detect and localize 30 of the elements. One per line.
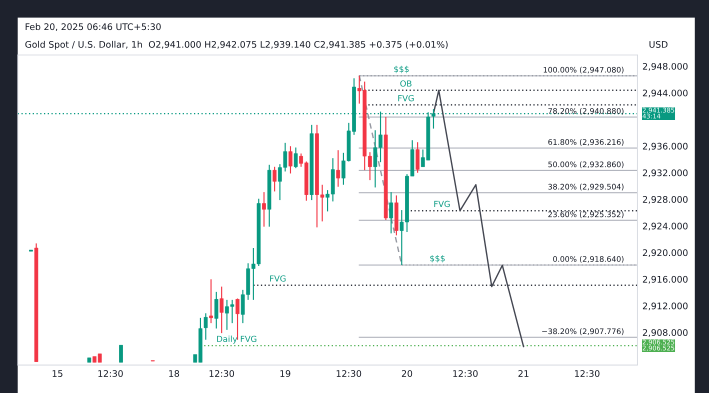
ref-line-label: Daily FVG [217, 336, 256, 344]
x-tick-label: 12:30 [98, 370, 123, 377]
ref-line-label: $$$ [394, 66, 409, 74]
x-tick-label: 20 [402, 370, 412, 377]
y-tick-label: 2,936.000 [642, 142, 688, 151]
y-tick-label: 2,944.000 [642, 90, 688, 98]
chart-title: Gold Spot / U.S. Dollar, 1h O2,941.000 H2,942.075 L2,939.140 C2,941.385 +0.375 (+0.01%) [25, 40, 448, 50]
y-tick-label: 2,948.000 [642, 62, 688, 71]
ref-line-label: OB [400, 80, 412, 87]
y-tick-label: 2,912.000 [642, 302, 688, 310]
x-tick-label: 12:30 [575, 370, 600, 377]
ref-line-label: FVG [434, 200, 450, 208]
x-tick-label: 21 [518, 370, 528, 377]
x-tick-label: 12:30 [336, 370, 362, 377]
text: Feb 20, 2025 06:46 UTC+5:30 [26, 23, 161, 32]
x-tick-label: 18 [169, 370, 180, 377]
x-tick-label: 12:30 [453, 370, 478, 377]
x-tick-label: 12:30 [210, 370, 234, 377]
y-tick-label: 2,932.000 [642, 169, 688, 178]
ref-line-label: FVG [398, 95, 414, 102]
x-tick-label: 19 [280, 370, 290, 377]
x-tick-label: 15 [52, 370, 62, 377]
ref-line-label: FVG [270, 275, 286, 282]
y-tick-label: 2,920.000 [642, 249, 688, 258]
y-tick-label: 2,916.000 [642, 276, 688, 284]
y-tick-label: 2,924.000 [642, 222, 688, 230]
text: USD [650, 40, 668, 48]
y-tick-label: 2,928.000 [642, 196, 688, 204]
ref-line-label: $$$ [430, 254, 445, 263]
y-tick-label: 2,908.000 [642, 329, 688, 337]
